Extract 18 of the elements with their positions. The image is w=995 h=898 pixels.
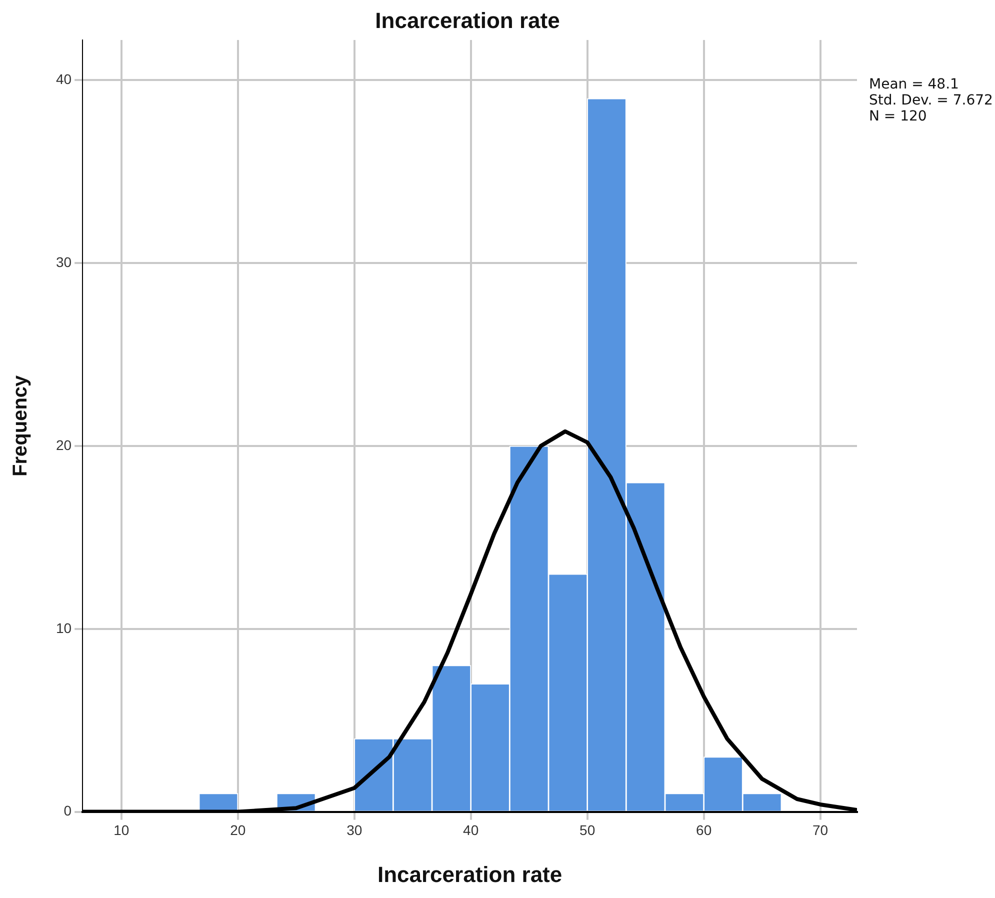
y-axis-title: Frequency (10, 374, 32, 476)
x-tick-label: 40 (463, 822, 479, 838)
x-tick-label: 50 (580, 822, 596, 838)
chart-title: Incarceration rate (374, 8, 561, 34)
y-tick-label: 30 (56, 254, 72, 270)
x-tick-label: 30 (346, 822, 362, 838)
text: N = 120 (869, 108, 927, 125)
text: Mean = 48.1 (869, 76, 959, 93)
y-tick-label: 0 (64, 802, 72, 819)
x-tick-label: 20 (230, 822, 246, 838)
x-tick-label: 60 (696, 822, 712, 838)
y-tick-label: 10 (56, 620, 72, 636)
y-tick-label: 20 (56, 436, 72, 453)
y-tick-label: 40 (56, 71, 72, 88)
x-tick-label: 70 (812, 822, 828, 838)
x-tick-label: 10 (114, 822, 130, 838)
x-axis-title: Incarceration rate (377, 862, 562, 887)
text: Std. Dev. = 7.672 (869, 92, 993, 109)
